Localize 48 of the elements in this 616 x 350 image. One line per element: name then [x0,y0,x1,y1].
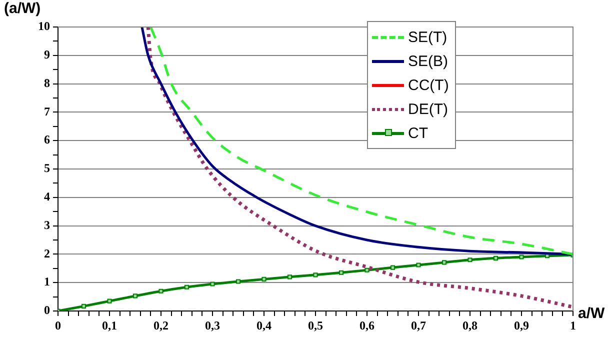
point [364,268,370,272]
x-tick-label: 0,4 [256,318,272,332]
point [313,272,318,278]
point [493,256,498,260]
point [184,284,190,290]
x-tick-label: 0 [55,318,61,332]
point [416,262,421,268]
x-tick-label: 0,6 [360,318,374,332]
x-tick-label: 0,2 [154,318,168,332]
x-tick-label: 0,1 [102,318,117,332]
point [519,254,524,260]
x-tick-label: 0,8 [462,318,478,332]
x-axis-title: a/W [578,305,605,322]
point [262,276,266,282]
y-tick-label: 0 [44,303,50,318]
x-tick-label: 0,3 [205,318,220,332]
x-tick-label: 0,5 [308,318,323,332]
point [81,304,86,308]
y-axis-title: (a/W) [4,0,41,17]
y-tick-label: 1 [44,274,50,289]
y-tick-label: 5 [44,161,50,176]
point [158,288,164,294]
point [210,282,215,286]
point [107,298,112,304]
y-tick-label: 8 [44,76,50,90]
x-tick-label: 0,9 [514,318,529,332]
point [468,258,472,262]
point [287,274,292,280]
legend-label: CC(T) [408,76,449,94]
y-tick-label: 4 [44,189,50,204]
x-tick-label: 0,7 [411,318,426,332]
point [442,260,447,265]
point [132,294,138,298]
legend-label: SE(T) [408,28,448,46]
legend-label: DE(T) [408,100,448,118]
point [338,270,344,275]
point [236,279,241,284]
y-tick-label: 3 [44,218,50,232]
y-tick-label: 6 [44,132,50,147]
x-tick-label: 1 [570,318,576,332]
y-tick-label: 9 [44,47,50,62]
legend-label: CT [408,124,428,142]
y-tick-label: 7 [44,104,50,118]
legend-label: SE(B) [408,52,448,70]
point [390,265,396,270]
y-tick-label: 10 [38,19,50,34]
line-series [146,27,573,309]
y-tick-label: 2 [44,246,50,260]
